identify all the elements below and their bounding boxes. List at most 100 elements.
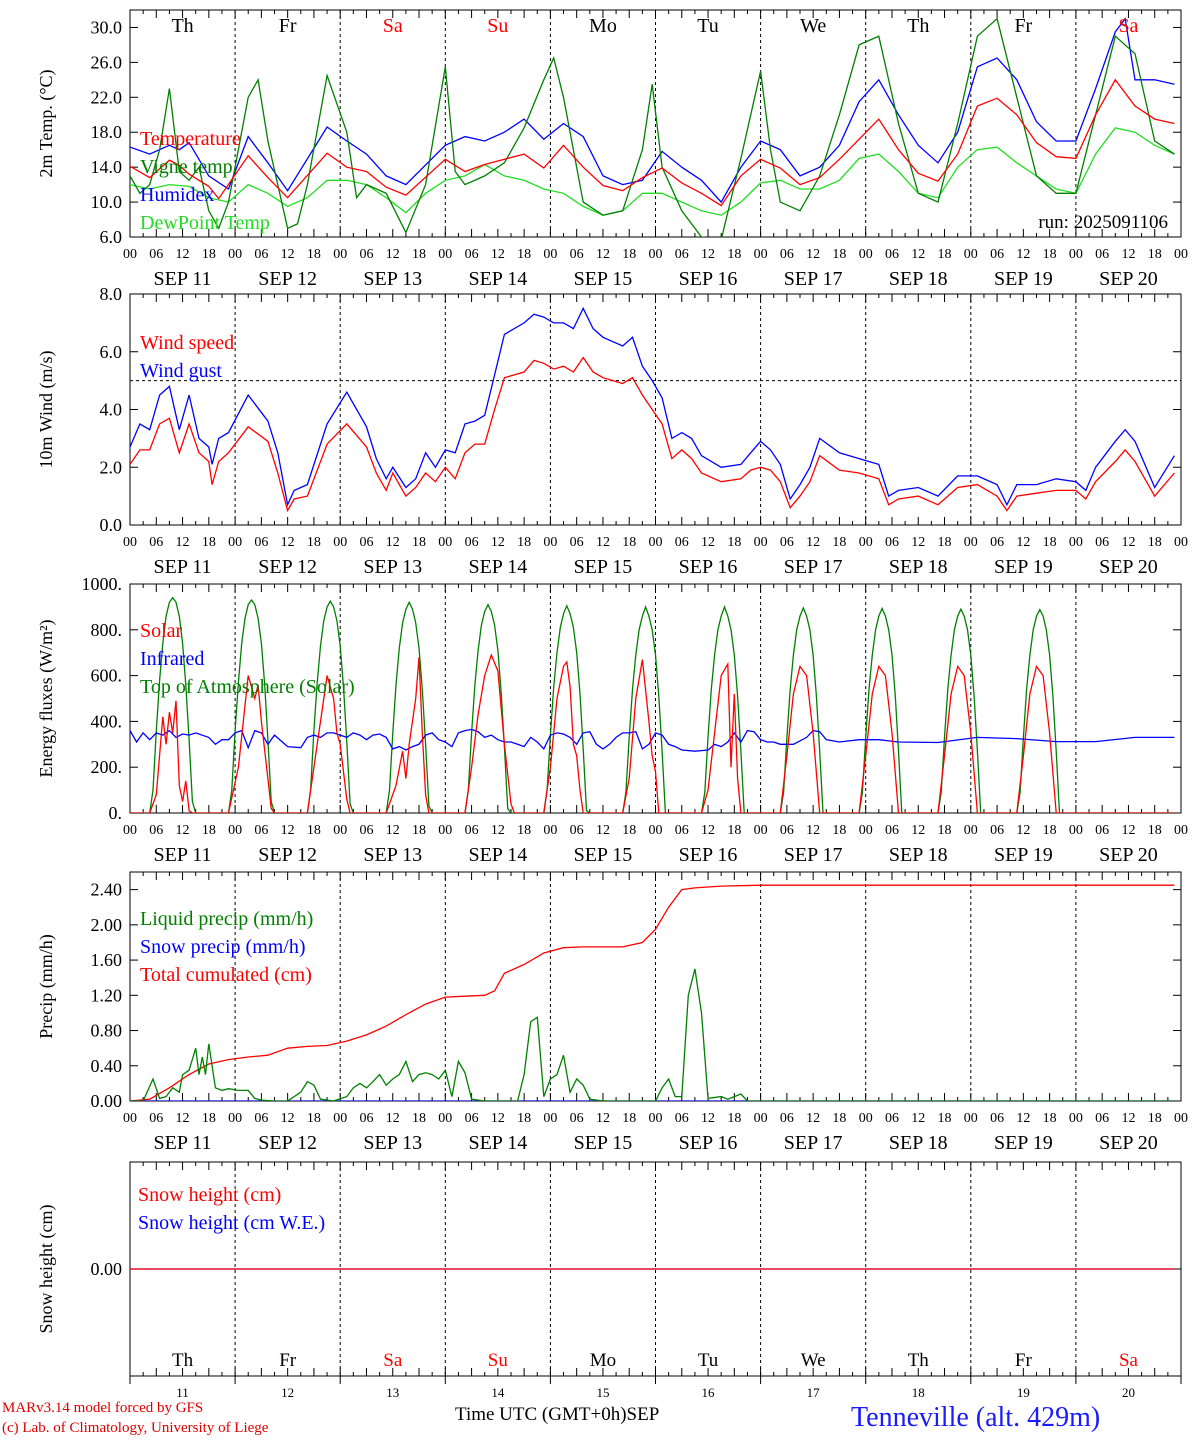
hour-label: 12 — [491, 1111, 505, 1126]
series-line-dewpoint-temp — [130, 127, 1175, 216]
day-number: 18 — [912, 1385, 925, 1400]
hour-label: 18 — [517, 823, 531, 838]
hour-label: 12 — [1121, 823, 1135, 838]
hour-label: 12 — [596, 823, 610, 838]
date-label: SEP 11 — [154, 268, 212, 290]
date-label: SEP 15 — [574, 268, 633, 290]
date-label: SEP 13 — [363, 556, 422, 578]
hour-label: 00 — [859, 247, 873, 262]
hour-label: 12 — [596, 247, 610, 262]
day-number: 19 — [1017, 1385, 1030, 1400]
day-name: Fr — [279, 1350, 297, 1371]
run-label: run: 2025091106 — [1038, 212, 1168, 233]
date-label: SEP 17 — [784, 268, 843, 290]
series-line-vigne-temp — [130, 17, 1175, 237]
day-name: Tu — [697, 15, 719, 37]
hour-label: 18 — [1148, 535, 1162, 550]
hour-label: 18 — [1148, 247, 1162, 262]
day-number: 20 — [1122, 1385, 1135, 1400]
date-label: SEP 15 — [574, 556, 633, 578]
hour-label: 00 — [754, 1111, 768, 1126]
hour-label: 18 — [938, 535, 952, 550]
hour-label: 00 — [438, 1111, 452, 1126]
date-label: SEP 14 — [468, 268, 527, 290]
day-name: Th — [908, 1350, 930, 1371]
series-line-wind-gust — [130, 306, 1175, 507]
y-tick-label: 600. — [91, 666, 123, 686]
legend-entry: Wind speed — [140, 332, 234, 354]
day-name: Mo — [590, 1350, 616, 1371]
hour-label: 18 — [727, 823, 741, 838]
hour-label: 06 — [359, 535, 373, 550]
model-credit: MARv3.14 model forced by GFS — [2, 1400, 204, 1416]
day-number: 15 — [596, 1385, 609, 1400]
hour-label: 06 — [990, 247, 1004, 262]
hour-label: 06 — [149, 535, 163, 550]
hour-label: 12 — [596, 1111, 610, 1126]
hour-label: 18 — [832, 1111, 846, 1126]
day-name: Sa — [1119, 1350, 1139, 1371]
hour-label: 12 — [1016, 247, 1030, 262]
hour-label: 12 — [281, 1111, 295, 1126]
y-tick-label: 2.00 — [91, 915, 123, 935]
date-label: SEP 11 — [154, 1132, 212, 1154]
legend-entry: Total cumulated (cm) — [140, 964, 312, 986]
hour-label: 18 — [938, 1111, 952, 1126]
hour-label: 18 — [202, 823, 216, 838]
hour-label: 06 — [1095, 247, 1109, 262]
hour-label: 12 — [1016, 823, 1030, 838]
hour-label: 12 — [911, 823, 925, 838]
hour-label: 00 — [543, 247, 557, 262]
y-axis-label: 2m Temp. (°C) — [36, 69, 57, 177]
day-name: We — [801, 1350, 826, 1371]
hour-label: 12 — [1121, 535, 1135, 550]
hour-label: 12 — [1121, 247, 1135, 262]
hour-label: 06 — [675, 1111, 689, 1126]
hour-label: 06 — [990, 1111, 1004, 1126]
date-label: SEP 13 — [363, 268, 422, 290]
series-line-temperature — [130, 78, 1175, 207]
hour-label: 18 — [727, 247, 741, 262]
hour-label: 06 — [675, 247, 689, 262]
hour-label: 12 — [281, 823, 295, 838]
hour-label: 18 — [1043, 247, 1057, 262]
legend-entry: Vigne temp — [140, 156, 233, 178]
hour-label: 06 — [254, 247, 268, 262]
day-number: 12 — [281, 1385, 294, 1400]
hour-label: 12 — [281, 247, 295, 262]
hour-label: 12 — [911, 1111, 925, 1126]
hour-label: 00 — [123, 247, 137, 262]
day-number: 17 — [807, 1385, 821, 1400]
hour-label: 06 — [1095, 535, 1109, 550]
series-line-top-of-atmosphere-solar- — [130, 596, 1175, 813]
date-label: SEP 14 — [468, 844, 527, 866]
hour-label: 06 — [780, 535, 794, 550]
day-name: Mo — [589, 15, 617, 37]
hour-label: 12 — [176, 247, 190, 262]
legend-entry: Humidex — [140, 184, 214, 206]
hour-label: 00 — [859, 1111, 873, 1126]
legend-entry: Wind gust — [140, 360, 222, 382]
day-number: 14 — [491, 1385, 505, 1400]
hour-label: 06 — [990, 823, 1004, 838]
y-tick-label: 0.00 — [91, 1259, 123, 1279]
hour-label: 12 — [806, 247, 820, 262]
hour-label: 00 — [964, 535, 978, 550]
hour-label: 18 — [622, 1111, 636, 1126]
day-name: Th — [171, 15, 193, 37]
date-label: SEP 14 — [468, 556, 527, 578]
hour-label: 18 — [517, 247, 531, 262]
station-title: Tenneville (alt. 429m) — [851, 1402, 1101, 1433]
hour-label: 18 — [727, 1111, 741, 1126]
hour-label: 18 — [622, 535, 636, 550]
date-label: SEP 17 — [784, 1132, 843, 1154]
hour-label: 12 — [491, 247, 505, 262]
hour-label: 00 — [333, 535, 347, 550]
day-name: Fr — [1015, 1350, 1033, 1371]
time-axis-label: Time UTC (GMT+0h)SEP — [455, 1404, 659, 1426]
hour-label: 12 — [176, 1111, 190, 1126]
y-tick-label: 6.0 — [100, 227, 123, 247]
hour-label: 12 — [806, 823, 820, 838]
hour-label: 18 — [412, 823, 426, 838]
hour-label: 18 — [307, 535, 321, 550]
